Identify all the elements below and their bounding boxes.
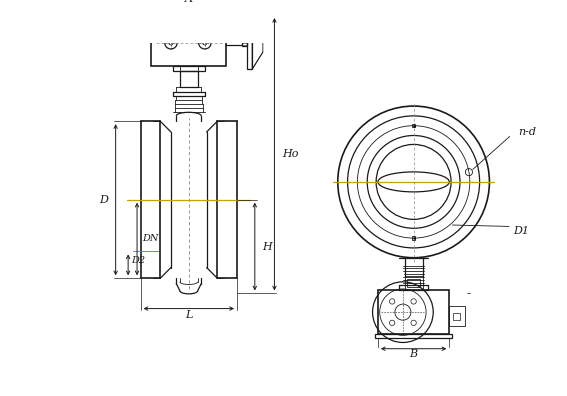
Bar: [242, 39, 247, 46]
Text: D: D: [100, 195, 108, 205]
Text: A: A: [185, 0, 193, 4]
Bar: [180, 71, 198, 88]
Bar: [247, 16, 252, 69]
Text: L: L: [185, 310, 192, 320]
Text: Ho: Ho: [282, 149, 299, 159]
Bar: [407, 279, 420, 287]
Bar: [151, 19, 226, 66]
Bar: [412, 124, 416, 128]
Text: n-d: n-d: [518, 127, 536, 137]
Bar: [405, 276, 422, 290]
Bar: [148, 15, 230, 19]
Bar: [449, 306, 466, 326]
Bar: [412, 236, 416, 240]
Text: D1: D1: [514, 226, 530, 236]
Text: B: B: [409, 349, 418, 359]
Bar: [173, 66, 205, 71]
Text: D2: D2: [131, 256, 145, 265]
Bar: [453, 313, 460, 320]
Text: DN: DN: [142, 234, 159, 244]
Bar: [375, 335, 452, 338]
Bar: [378, 290, 449, 335]
Text: H: H: [262, 242, 272, 251]
